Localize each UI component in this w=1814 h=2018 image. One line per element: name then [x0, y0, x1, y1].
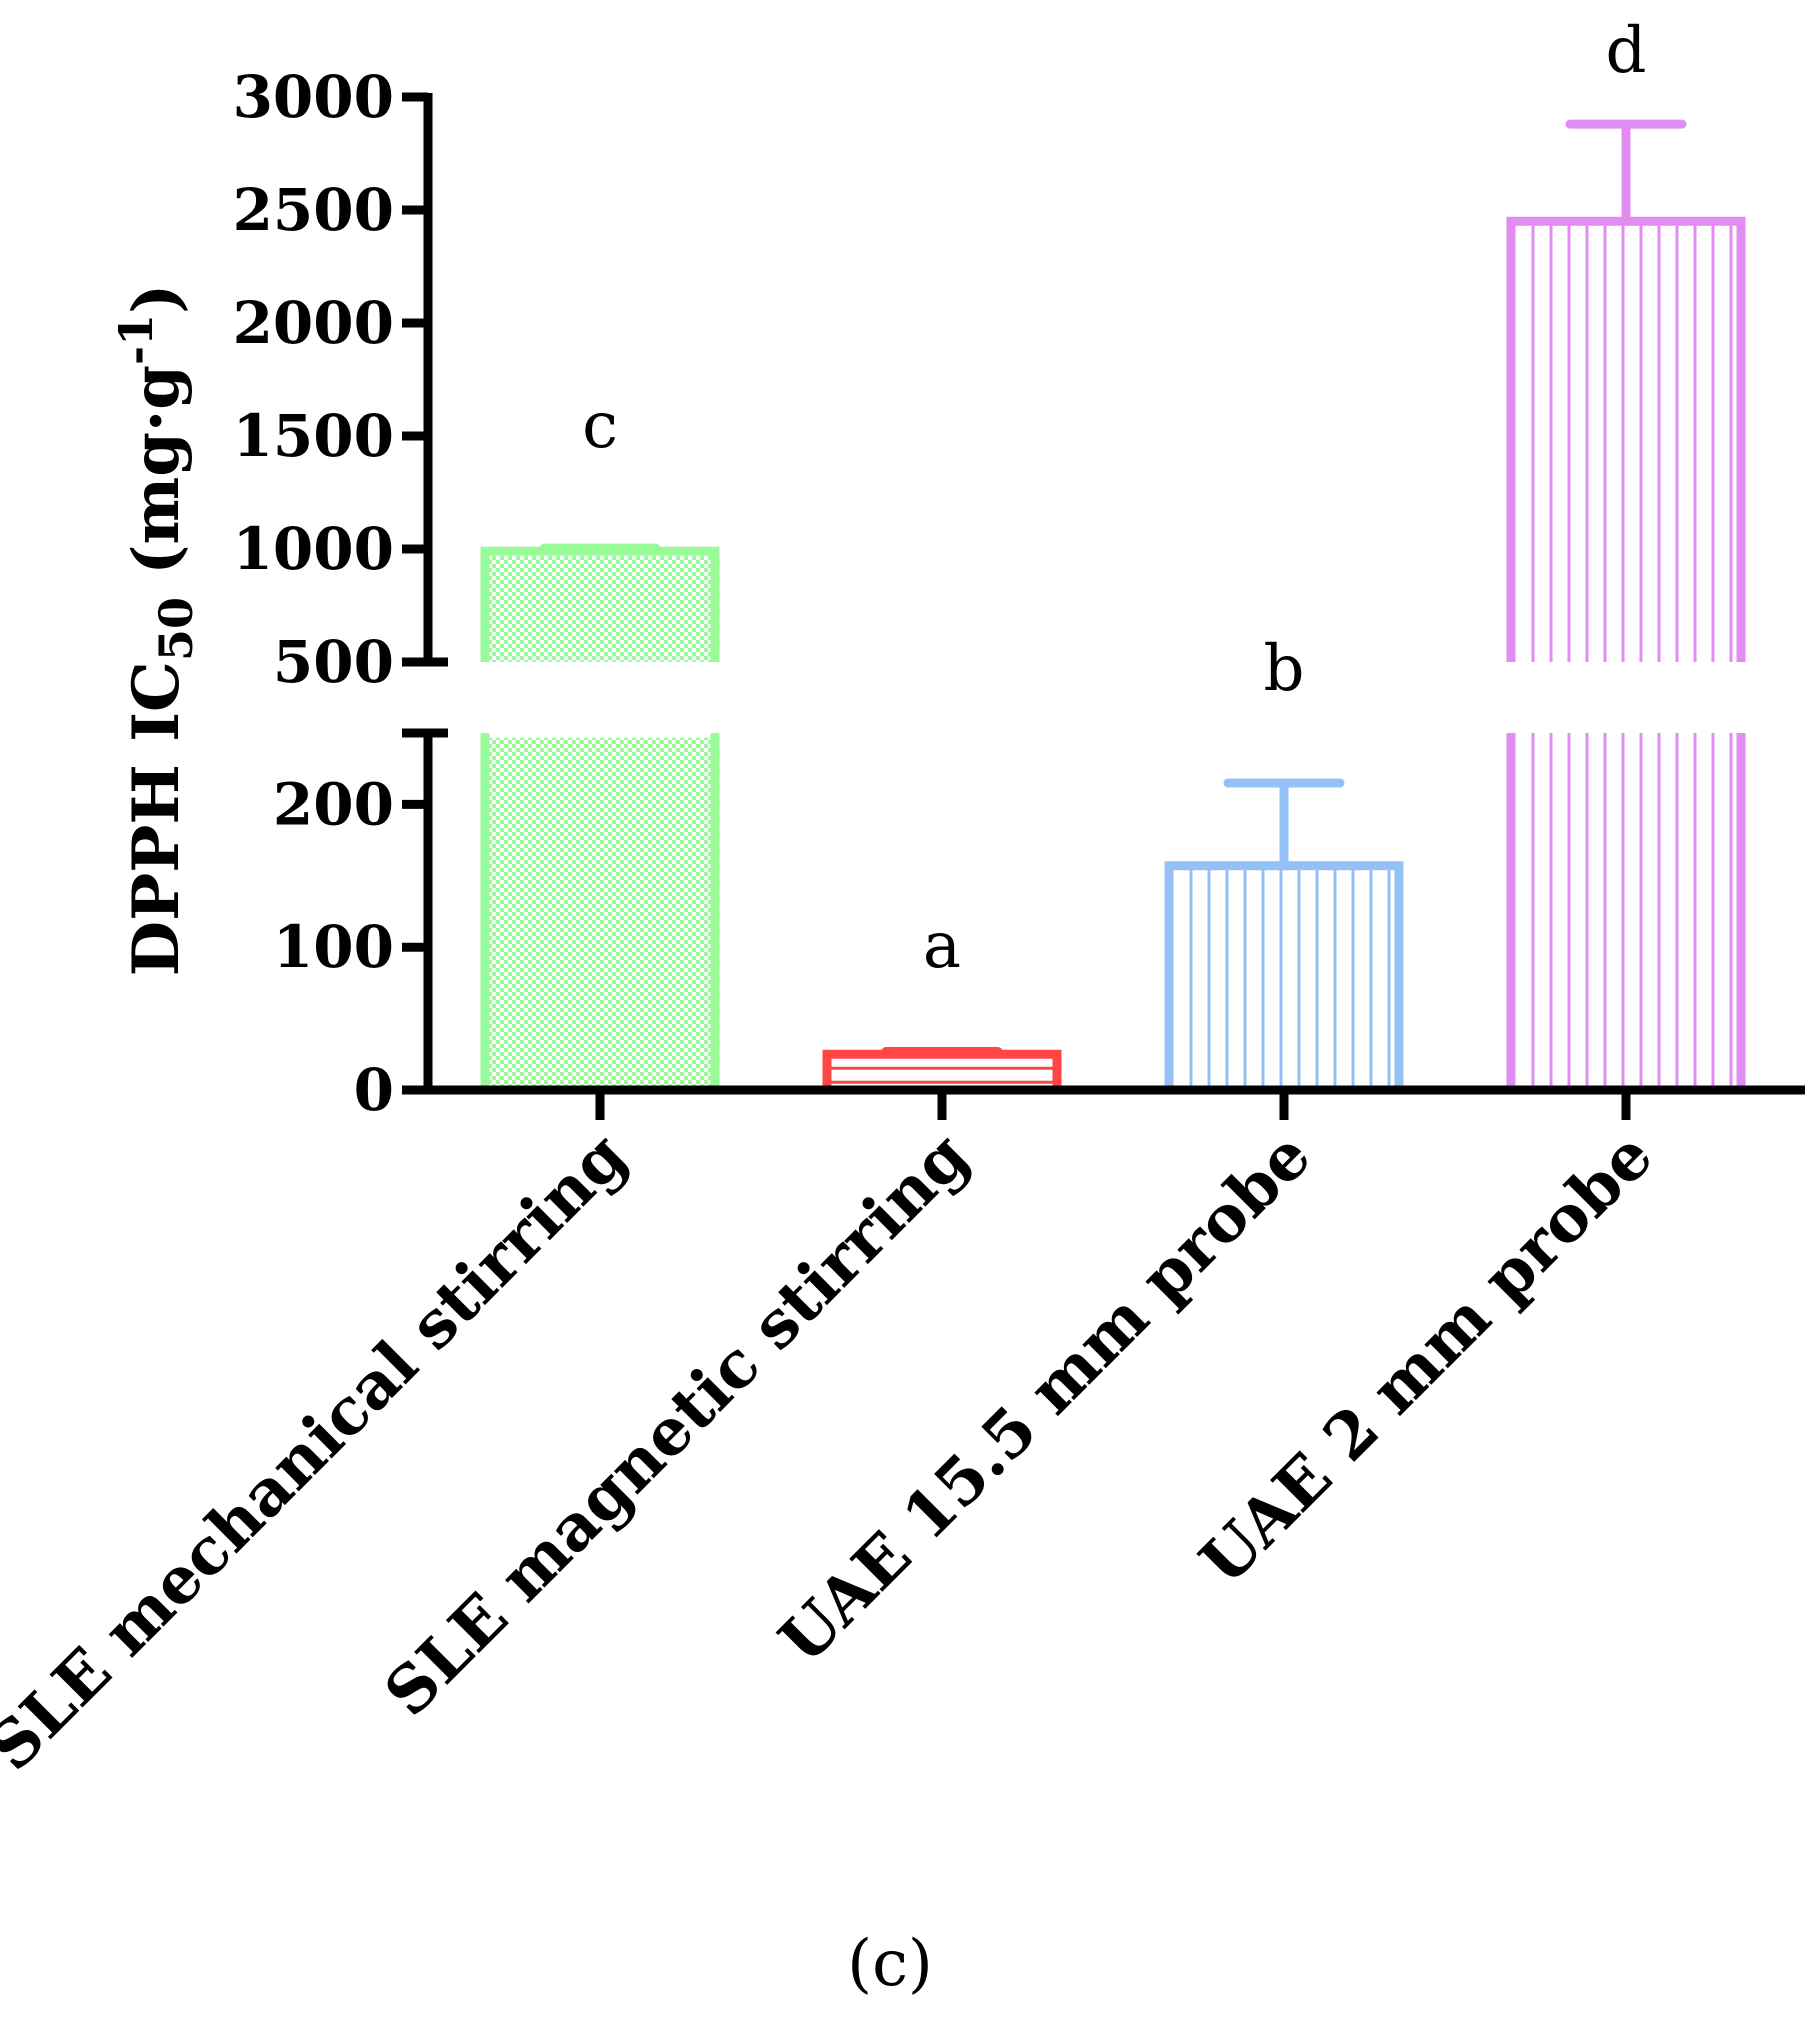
y-tick-label: 3000	[233, 63, 394, 131]
panel-label: (c)	[847, 1927, 933, 2001]
bar-fill	[1173, 870, 1395, 1090]
y-tick-label: 2500	[233, 176, 394, 244]
x-tick-label: SLE mechanical stirring	[0, 1118, 641, 1785]
x-tick-label: SLE magnetic stirring	[371, 1118, 984, 1731]
significance-label: c	[582, 389, 618, 463]
y-tick-label: 2000	[233, 289, 394, 357]
bar-fill	[1515, 225, 1737, 663]
bar-fill	[489, 737, 711, 1090]
bar-2	[822, 1046, 1062, 1090]
bar-1	[480, 543, 720, 1090]
y-tick-label: 0	[354, 1056, 394, 1124]
bar-3	[1164, 778, 1404, 1090]
y-tick-label: 1500	[233, 402, 394, 470]
bar-4	[1506, 119, 1746, 1090]
y-tick-label: 100	[273, 913, 394, 981]
y-tick-label: 500	[273, 628, 394, 696]
bar-fill	[831, 1058, 1053, 1090]
significance-label: a	[923, 909, 961, 983]
bar-fill	[1515, 737, 1737, 1090]
significance-label: b	[1264, 632, 1305, 706]
significance-label: d	[1606, 14, 1647, 88]
y-tick-label: 200	[273, 770, 394, 838]
bar-fill	[489, 555, 711, 662]
y-axis-label: DPPH IC50 (mg·g-1)	[109, 284, 203, 977]
y-tick-label: 1000	[233, 515, 394, 583]
